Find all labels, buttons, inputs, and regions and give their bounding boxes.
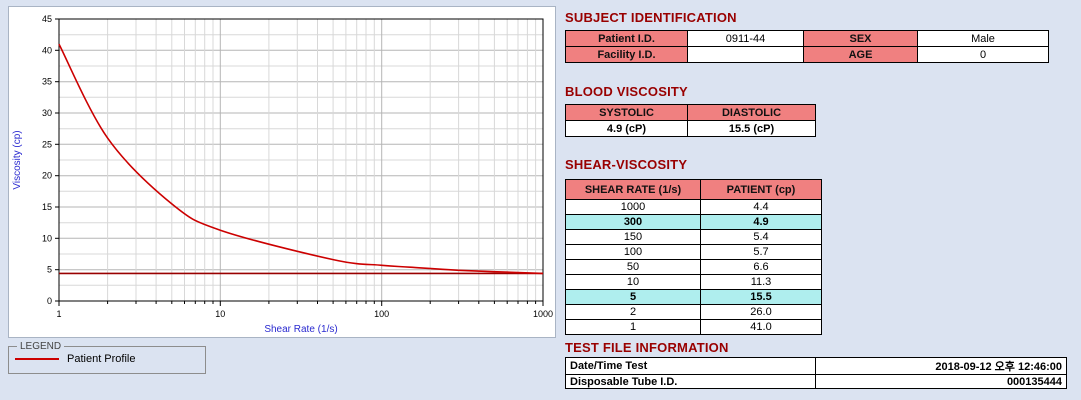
- shear-rate-cell: 2: [565, 304, 701, 320]
- date-time-label: Date/Time Test: [565, 357, 816, 375]
- svg-text:Shear Rate (1/s): Shear Rate (1/s): [264, 324, 337, 335]
- shear-rate-cell: 50: [565, 259, 701, 275]
- svg-text:10: 10: [215, 309, 225, 319]
- shear-rate-cell: 300: [565, 214, 701, 230]
- blood-viscosity-table: SYSTOLIC DIASTOLIC 4.9 (cP) 15.5 (cP): [565, 104, 816, 137]
- patient-viscosity-cell: 15.5: [700, 289, 822, 305]
- shear-viscosity-row: 300 4.9: [565, 214, 822, 230]
- shear-rate-cell: 10: [565, 274, 701, 290]
- tube-id-label: Disposable Tube I.D.: [565, 374, 816, 389]
- subject-identification-title: SUBJECT IDENTIFICATION: [565, 10, 737, 25]
- patient-cp-header: PATIENT (cp): [700, 179, 822, 200]
- svg-text:1000: 1000: [533, 309, 553, 319]
- shear-rate-cell: 1: [565, 319, 701, 335]
- date-time-value: 2018-09-12 오후 12:46:00: [815, 357, 1067, 375]
- legend-item-label: Patient Profile: [67, 353, 136, 365]
- svg-text:10: 10: [42, 233, 52, 243]
- patient-viscosity-cell: 41.0: [700, 319, 822, 335]
- patient-id-label: Patient I.D.: [565, 30, 688, 47]
- patient-viscosity-cell: 5.4: [700, 229, 822, 245]
- table-row: Date/Time Test 2018-09-12 오후 12:46:00: [565, 357, 1067, 375]
- legend-title: LEGEND: [20, 341, 62, 352]
- legend-box: LEGEND Patient Profile: [8, 341, 206, 374]
- test-file-table: Date/Time Test 2018-09-12 오후 12:46:00 Di…: [565, 357, 1067, 389]
- patient-viscosity-cell: 5.7: [700, 244, 822, 260]
- table-row: Disposable Tube I.D. 000135444: [565, 374, 1067, 389]
- viscosity-chart-panel: 0 5 10 15 20 25 30 35 40 45 1 10 100 1000 Shear Rate (…: [8, 6, 556, 338]
- shear-viscosity-row: 100 5.7: [565, 244, 822, 260]
- test-file-information-title: TEST FILE INFORMATION: [565, 340, 729, 355]
- shear-viscosity-row: 50 6.6: [565, 259, 822, 275]
- facility-id-label: Facility I.D.: [565, 46, 688, 63]
- svg-text:20: 20: [42, 171, 52, 181]
- svg-text:1: 1: [56, 309, 61, 319]
- shear-rate-header: SHEAR RATE (1/s): [565, 179, 701, 200]
- age-value: 0: [917, 46, 1049, 63]
- shear-viscosity-row: 5 15.5: [565, 289, 822, 305]
- systolic-value: 4.9 (cP): [565, 120, 688, 137]
- svg-text:45: 45: [42, 14, 52, 24]
- shear-rate-cell: 5: [565, 289, 701, 305]
- legend-item: Patient Profile: [15, 353, 199, 365]
- diastolic-value: 15.5 (cP): [687, 120, 816, 137]
- systolic-header: SYSTOLIC: [565, 104, 688, 121]
- table-row: SYSTOLIC DIASTOLIC: [565, 104, 816, 121]
- patient-id-value: 0911-44: [687, 30, 804, 47]
- svg-text:25: 25: [42, 139, 52, 149]
- patient-profile-line-swatch: [15, 358, 59, 360]
- shear-rate-cell: 150: [565, 229, 701, 245]
- svg-text:0: 0: [47, 296, 52, 306]
- svg-text:40: 40: [42, 45, 52, 55]
- shear-viscosity-row: 10 11.3: [565, 274, 822, 290]
- svg-text:30: 30: [42, 108, 52, 118]
- viscosity-chart: 0 5 10 15 20 25 30 35 40 45 1 10 100 1000 Shear Rate (…: [12, 14, 553, 335]
- svg-text:15: 15: [42, 202, 52, 212]
- patient-viscosity-cell: 11.3: [700, 274, 822, 290]
- shear-viscosity-title: SHEAR-VISCOSITY: [565, 157, 688, 172]
- svg-text:5: 5: [47, 265, 52, 275]
- table-row: Facility I.D. AGE 0: [565, 46, 1049, 63]
- shear-viscosity-row: 1 41.0: [565, 319, 822, 335]
- facility-id-value: [687, 46, 804, 63]
- table-row: 4.9 (cP) 15.5 (cP): [565, 120, 816, 137]
- subject-identification-table: Patient I.D. 0911-44 SEX Male Facility I…: [565, 30, 1049, 63]
- patient-viscosity-cell: 6.6: [700, 259, 822, 275]
- shear-rate-cell: 100: [565, 244, 701, 260]
- shear-viscosity-row: 150 5.4: [565, 229, 822, 245]
- blood-viscosity-title: BLOOD VISCOSITY: [565, 84, 688, 99]
- sex-value: Male: [917, 30, 1049, 47]
- age-label: AGE: [803, 46, 918, 63]
- table-row: Patient I.D. 0911-44 SEX Male: [565, 30, 1049, 47]
- shear-viscosity-row: 1000 4.4: [565, 199, 822, 215]
- table-row: SHEAR RATE (1/s) PATIENT (cp): [565, 179, 822, 200]
- diastolic-header: DIASTOLIC: [687, 104, 816, 121]
- svg-text:100: 100: [374, 309, 389, 319]
- svg-text:Viscosity (cp): Viscosity (cp): [12, 130, 23, 189]
- patient-viscosity-cell: 4.4: [700, 199, 822, 215]
- tube-id-value: 000135444: [815, 374, 1067, 389]
- svg-text:35: 35: [42, 77, 52, 87]
- shear-viscosity-table: SHEAR RATE (1/s) PATIENT (cp) 1000 4.4 300…: [565, 179, 822, 335]
- patient-viscosity-cell: 4.9: [700, 214, 822, 230]
- shear-rate-cell: 1000: [565, 199, 701, 215]
- sex-label: SEX: [803, 30, 918, 47]
- patient-viscosity-cell: 26.0: [700, 304, 822, 320]
- shear-viscosity-row: 2 26.0: [565, 304, 822, 320]
